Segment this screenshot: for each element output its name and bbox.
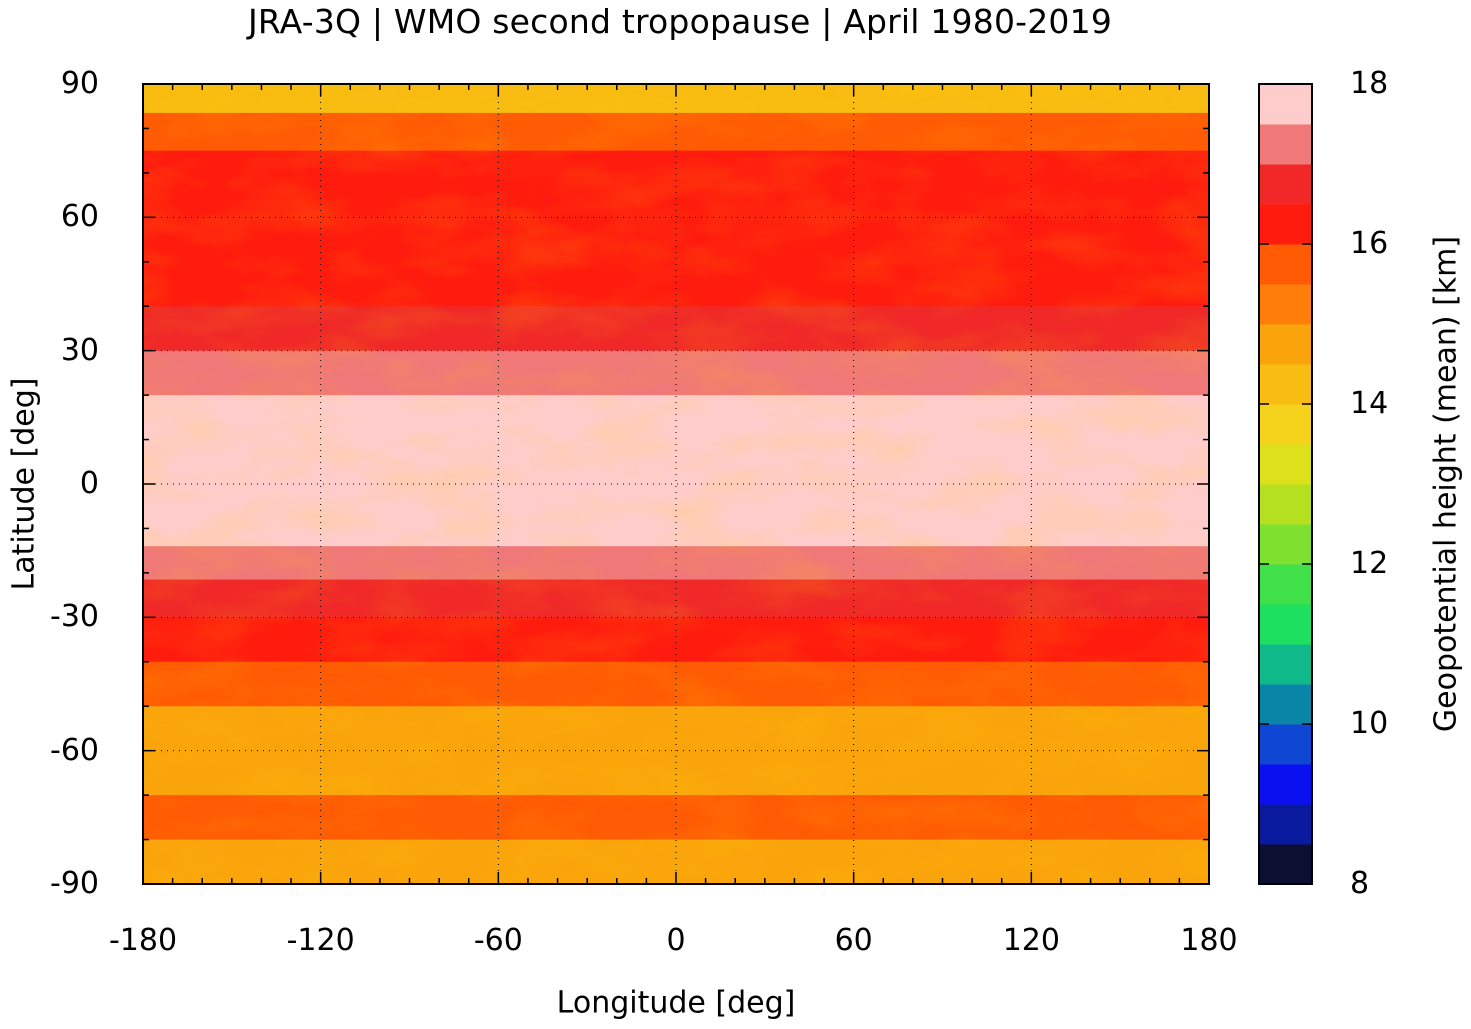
colorbar-swatch xyxy=(1259,404,1312,445)
colorbar-swatch xyxy=(1259,644,1312,685)
y-tick-label: 90 xyxy=(60,66,99,101)
colorbar-tick-label: 18 xyxy=(1350,66,1389,101)
colorbar-tick-label: 16 xyxy=(1350,226,1389,261)
colorbar-swatch xyxy=(1259,484,1312,525)
y-tick-label: -90 xyxy=(50,866,99,901)
chart-title: JRA-3Q | WMO second tropopause | April 1… xyxy=(247,2,1113,41)
colorbar-swatch xyxy=(1259,164,1312,205)
colorbar-tick-label: 10 xyxy=(1350,706,1389,741)
colorbar-tick-label: 14 xyxy=(1350,386,1389,421)
colorbar-swatch xyxy=(1259,604,1312,645)
colorbar-swatch xyxy=(1259,124,1312,165)
colorbar-swatch xyxy=(1259,204,1312,245)
colorbar-swatch xyxy=(1259,84,1312,125)
x-tick-label: -180 xyxy=(108,923,178,958)
grid-lines xyxy=(143,84,1209,884)
x-tick-label: 180 xyxy=(1180,923,1238,958)
x-tick-label: 0 xyxy=(666,923,686,958)
colorbar-tick-label: 12 xyxy=(1350,546,1389,581)
y-tick-label: 0 xyxy=(79,466,99,501)
x-tick-label: -60 xyxy=(473,923,523,958)
colorbar-swatch xyxy=(1259,764,1312,805)
y-tick-label: 60 xyxy=(60,199,99,235)
x-tick-label: 60 xyxy=(834,923,873,958)
colorbar-swatch xyxy=(1259,564,1312,605)
axis-ticks xyxy=(142,83,1210,885)
y-tick-label: 30 xyxy=(60,332,99,368)
colorbar-swatch xyxy=(1259,844,1312,885)
colorbar-frame xyxy=(1258,83,1313,885)
colorbar-swatch xyxy=(1259,284,1312,325)
colorbar-tick-label: 8 xyxy=(1350,866,1370,901)
colorbar xyxy=(1258,83,1313,885)
colorbar-swatch xyxy=(1259,524,1312,565)
y-tick-label: -30 xyxy=(50,599,99,635)
colorbar-swatch xyxy=(1259,684,1312,725)
colorbar-swatch xyxy=(1259,444,1312,485)
x-tick-label: -120 xyxy=(286,923,355,958)
colorbar-swatch xyxy=(1259,724,1312,765)
y-tick-label: -60 xyxy=(50,732,99,768)
x-axis-label: Longitude [deg] xyxy=(556,985,796,1021)
x-tick-label: 120 xyxy=(1002,923,1060,958)
colorbar-swatch xyxy=(1259,804,1312,845)
colorbar-swatch xyxy=(1259,364,1312,405)
colorbar-swatch xyxy=(1259,244,1312,285)
colorbar-swatch xyxy=(1259,324,1312,365)
